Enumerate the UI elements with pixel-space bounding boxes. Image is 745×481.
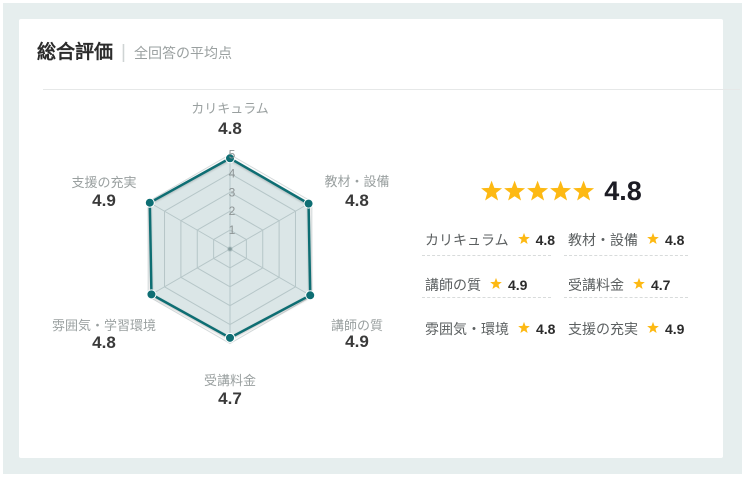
svg-text:5: 5 bbox=[229, 148, 236, 162]
svg-text:1: 1 bbox=[229, 223, 236, 237]
svg-text:3: 3 bbox=[229, 185, 236, 199]
svg-text:2: 2 bbox=[229, 204, 236, 218]
svg-text:4: 4 bbox=[229, 166, 236, 180]
